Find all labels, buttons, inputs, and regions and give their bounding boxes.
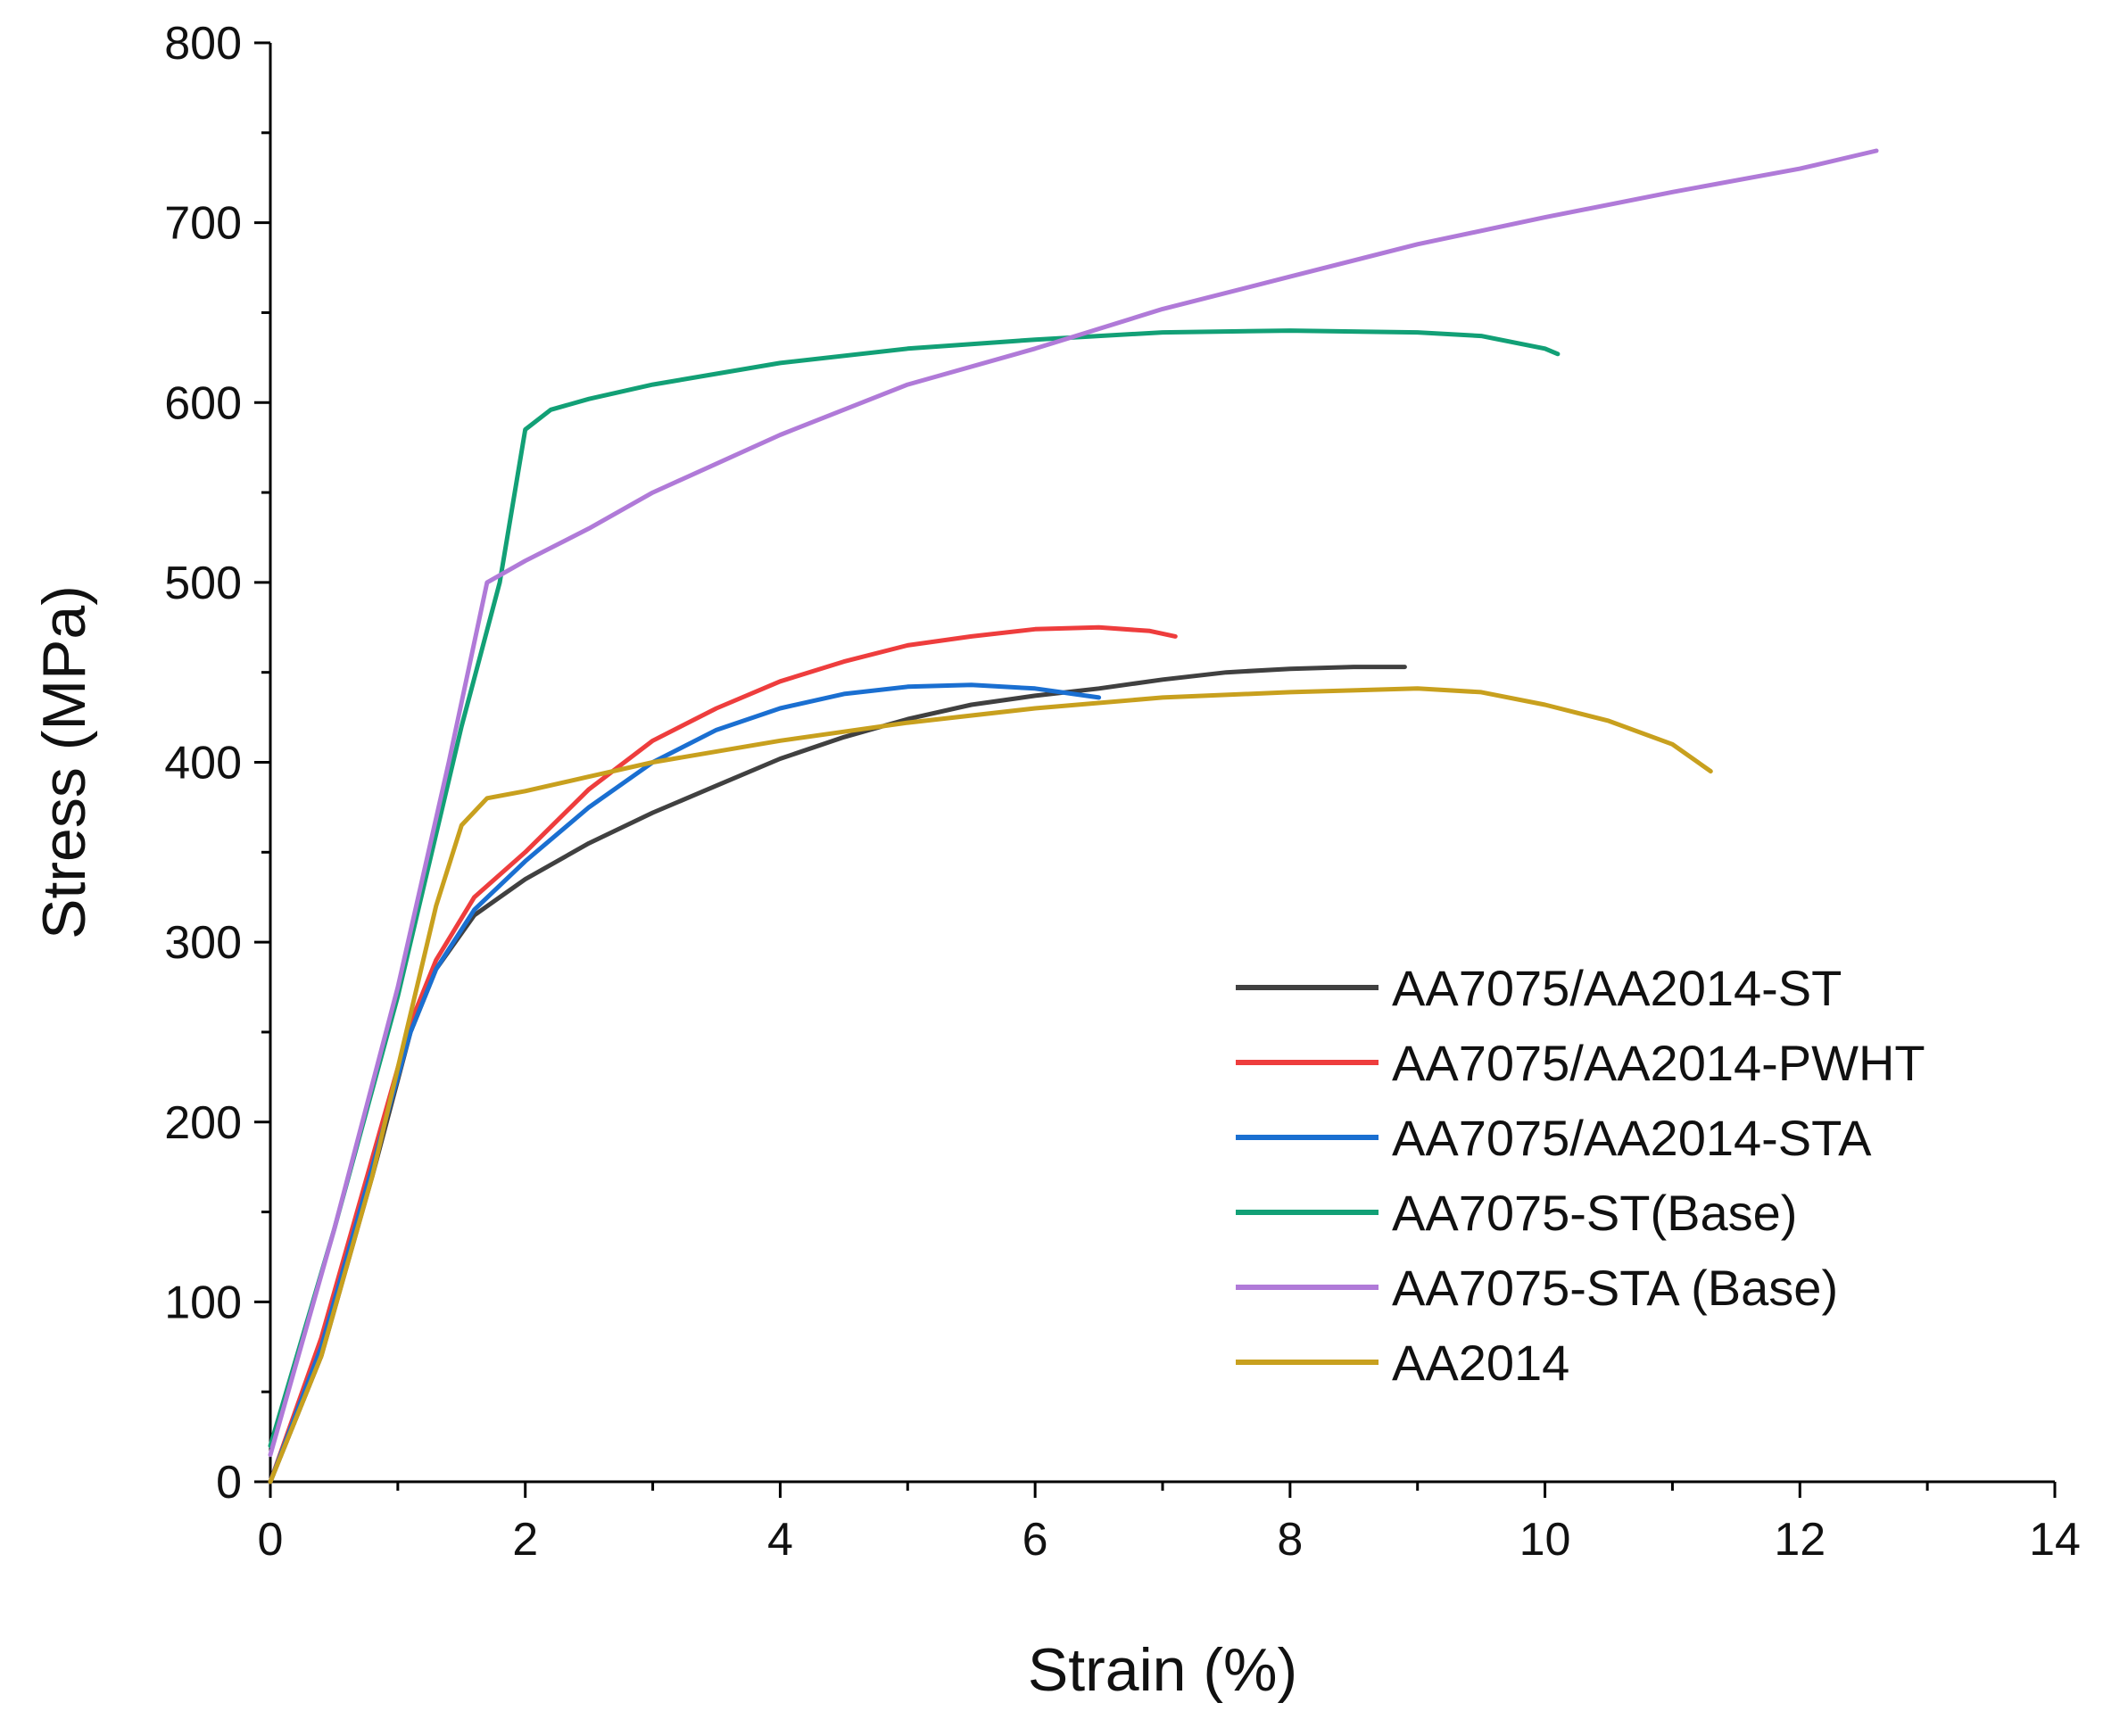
y-tick-label: 600 bbox=[164, 377, 242, 429]
x-axis-title: Strain (%) bbox=[1028, 1636, 1297, 1704]
legend-label: AA7075/AA2014-ST bbox=[1392, 960, 1842, 1016]
y-tick-label: 700 bbox=[164, 198, 242, 250]
x-tick-label: 4 bbox=[767, 1514, 793, 1566]
y-axis-ticks: 0 100 200 300 400 500 600 700 800 bbox=[164, 18, 270, 1509]
legend: AA7075/AA2014-ST AA7075/AA2014-PWHT AA7075… bbox=[1236, 960, 1925, 1391]
y-axis-title: Stress (MPa) bbox=[30, 585, 98, 939]
y-tick-label: 200 bbox=[164, 1097, 242, 1149]
x-axis-ticks: 0 2 4 6 8 10 12 14 bbox=[258, 1482, 2081, 1566]
x-tick-label: 14 bbox=[2029, 1514, 2081, 1566]
y-tick-label: 800 bbox=[164, 18, 242, 70]
y-tick-label: 400 bbox=[164, 738, 242, 789]
x-tick-label: 8 bbox=[1277, 1514, 1303, 1566]
y-tick-label: 300 bbox=[164, 917, 242, 969]
legend-label: AA7075-ST(Base) bbox=[1392, 1185, 1797, 1241]
legend-label: AA7075/AA2014-PWHT bbox=[1392, 1035, 1925, 1091]
legend-label: AA7075-STA (Base) bbox=[1392, 1260, 1838, 1316]
y-tick-label: 500 bbox=[164, 558, 242, 609]
y-tick-label: 0 bbox=[216, 1457, 242, 1509]
x-tick-label: 2 bbox=[512, 1514, 538, 1566]
x-tick-label: 12 bbox=[1774, 1514, 1826, 1566]
y-tick-label: 100 bbox=[164, 1277, 242, 1328]
series-layer bbox=[268, 148, 1879, 1484]
series-line-4 bbox=[268, 328, 1561, 1449]
legend-label: AA7075/AA2014-STA bbox=[1392, 1110, 1872, 1166]
series-line-5 bbox=[268, 148, 1879, 1458]
x-tick-label: 0 bbox=[258, 1514, 284, 1566]
series-line-6 bbox=[268, 686, 1713, 1484]
x-tick-label: 10 bbox=[1519, 1514, 1571, 1566]
x-tick-label: 6 bbox=[1023, 1514, 1048, 1566]
legend-label: AA2014 bbox=[1392, 1335, 1569, 1391]
